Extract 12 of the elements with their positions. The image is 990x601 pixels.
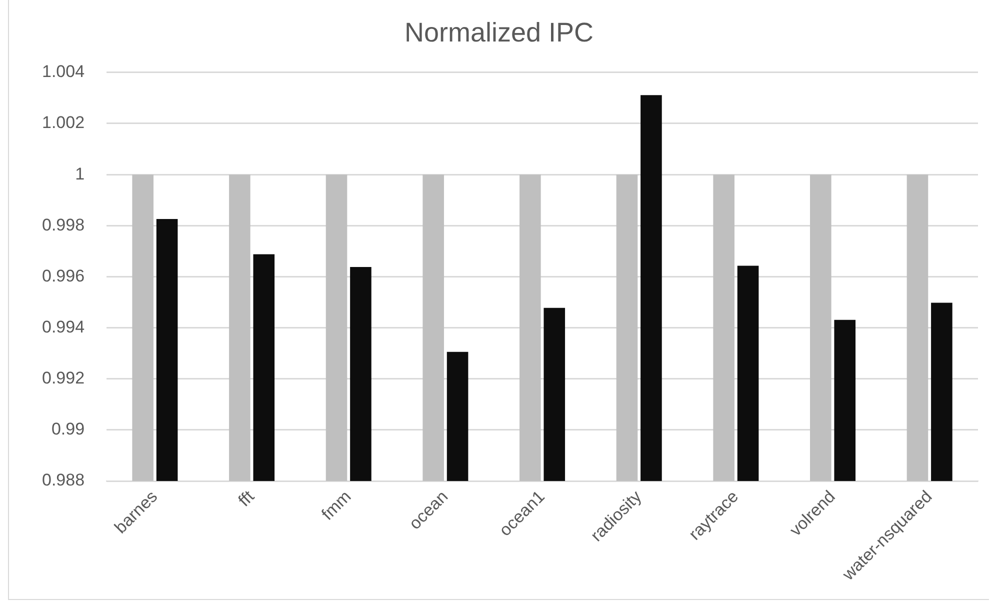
y-tick-label: 1.002 (42, 113, 85, 132)
y-tick-label: 0.988 (42, 470, 85, 490)
y-tick-label: 1.004 (42, 62, 85, 82)
x-tick-label: fmm (318, 486, 355, 524)
y-tick-label: 0.998 (42, 215, 85, 234)
y-tick-label: 0.994 (42, 317, 85, 336)
y-tick-label: 0.99 (51, 420, 85, 439)
x-tick-label: fft (234, 486, 258, 510)
y-tick-label: 0.992 (42, 368, 85, 388)
y-tick-label: 1 (75, 164, 85, 184)
y-tick-label: 0.996 (42, 266, 85, 286)
chart-title: Normalized IPC (404, 18, 594, 48)
